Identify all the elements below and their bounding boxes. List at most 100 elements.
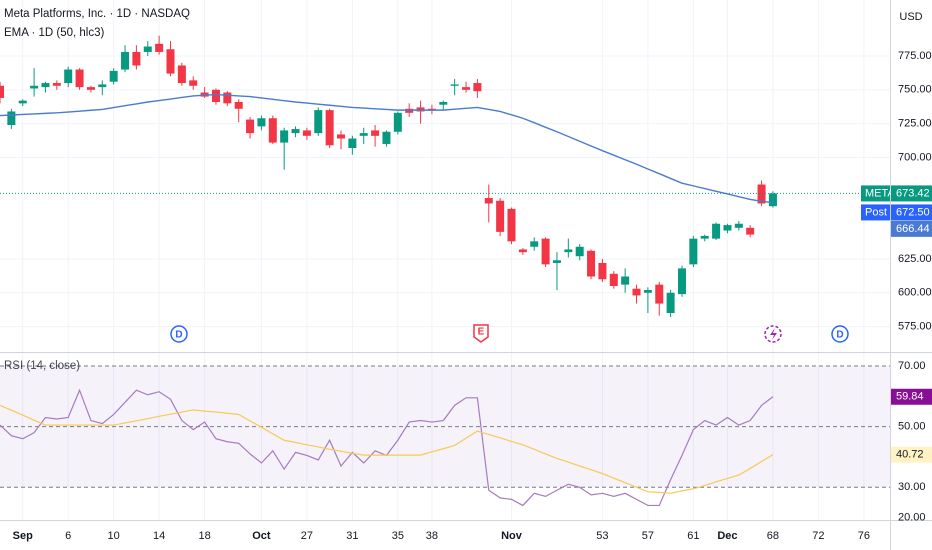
x-tick-label: 72 (812, 530, 824, 542)
y-tick-label: 70.00 (898, 360, 926, 372)
candle-body (0, 85, 4, 98)
candle-body (268, 118, 277, 143)
price-tag-label: 673.42 (896, 187, 930, 199)
tag-name: Post (865, 206, 887, 218)
candle-body (507, 208, 516, 242)
candle-body (450, 84, 459, 86)
x-tick-label: 27 (301, 530, 313, 542)
candle-body (496, 200, 505, 232)
candle-body (359, 133, 368, 136)
candle-body (348, 138, 357, 148)
candle-body (121, 51, 130, 70)
price-tag (891, 185, 932, 202)
value-tag-label: 59.84 (896, 391, 924, 403)
candle-body (689, 238, 698, 265)
x-tick-label: Oct (252, 530, 271, 542)
candle-body (211, 89, 220, 103)
candle-body (382, 131, 391, 144)
candle-body (30, 85, 39, 89)
candle-body (223, 92, 232, 104)
candle-body (41, 83, 50, 88)
price-tag (891, 220, 932, 237)
tag-name: META (865, 187, 895, 199)
value-tag-label: 40.72 (896, 449, 924, 461)
candle-body (462, 87, 471, 90)
candle-body (189, 80, 198, 86)
candle-body (530, 241, 539, 247)
y-tick-label: 600.00 (898, 287, 932, 299)
x-tick-label: 38 (426, 530, 438, 542)
candle-body (291, 129, 300, 134)
event-label: D (836, 330, 843, 341)
candle-body (575, 246, 584, 257)
candle-body (257, 118, 266, 127)
price-tag (891, 204, 932, 221)
candle-body (371, 130, 380, 136)
grid (0, 0, 890, 520)
candle-body (143, 46, 152, 52)
candle-body (768, 193, 777, 207)
x-tick-label: 57 (642, 530, 654, 542)
candle-body (598, 262, 607, 280)
x-tick-label: 53 (596, 530, 608, 542)
event-label: E (478, 327, 485, 338)
x-tick-label: 76 (858, 530, 870, 542)
candle-body (439, 102, 448, 105)
candle-body (632, 288, 641, 296)
event-dividend[interactable]: D (831, 325, 849, 343)
candle-body (177, 65, 186, 84)
candle-body (700, 235, 709, 239)
x-tick-label: 35 (392, 530, 404, 542)
candle-body (621, 276, 630, 285)
candle-body (109, 70, 118, 82)
rsi-title: RSI (14, close) (4, 360, 80, 372)
x-tick-label: 31 (346, 530, 358, 542)
x-tick-label: 61 (687, 530, 699, 542)
candle-body (75, 69, 84, 88)
candle-body (7, 111, 16, 125)
candle-body (666, 292, 675, 314)
candle-body (564, 249, 573, 253)
candle-body (712, 223, 721, 239)
candle-body (52, 83, 61, 86)
candle-body (484, 198, 493, 204)
candle-body (609, 273, 618, 286)
candle-body (280, 130, 289, 143)
candle-body (552, 260, 561, 263)
x-tick-label: 68 (767, 530, 779, 542)
candle-body (64, 69, 73, 84)
candle-body (325, 110, 334, 146)
price-tag-label: 666.44 (896, 223, 930, 235)
y-tick-label: 750.00 (898, 84, 932, 96)
y-tick-label: 50.00 (898, 421, 926, 433)
candle-body (246, 119, 255, 134)
currency: USD (899, 11, 922, 23)
y-tick-label: 30.00 (898, 481, 926, 493)
event-label: D (175, 330, 182, 341)
candle-body (587, 250, 596, 277)
event-split[interactable] (764, 325, 782, 343)
x-tick-label: Dec (717, 530, 737, 542)
x-tick-label: Sep (13, 530, 33, 542)
y-tick-label: 700.00 (898, 151, 932, 163)
value-tag (891, 388, 932, 405)
y-tick-label: 20.00 (898, 511, 926, 523)
tag-name-box (861, 204, 890, 221)
candle-body (234, 102, 243, 109)
x-tick-label: 10 (108, 530, 120, 542)
candle-body (643, 290, 652, 293)
y-tick-label: 725.00 (898, 118, 932, 130)
x-tick-label: 6 (65, 530, 71, 542)
event-earnings[interactable]: E (473, 324, 489, 343)
candle-body (86, 87, 95, 90)
price-tag-label: 672.50 (896, 206, 930, 218)
value-tag (891, 446, 932, 463)
y-tick-label: 575.00 (898, 320, 932, 332)
candle-body (734, 223, 743, 228)
candle-body (393, 112, 402, 132)
event-dividend[interactable]: D (170, 325, 188, 343)
candle-body (98, 84, 107, 88)
candle-body (166, 49, 175, 74)
ema-line (0, 93, 774, 204)
plot (0, 35, 890, 507)
